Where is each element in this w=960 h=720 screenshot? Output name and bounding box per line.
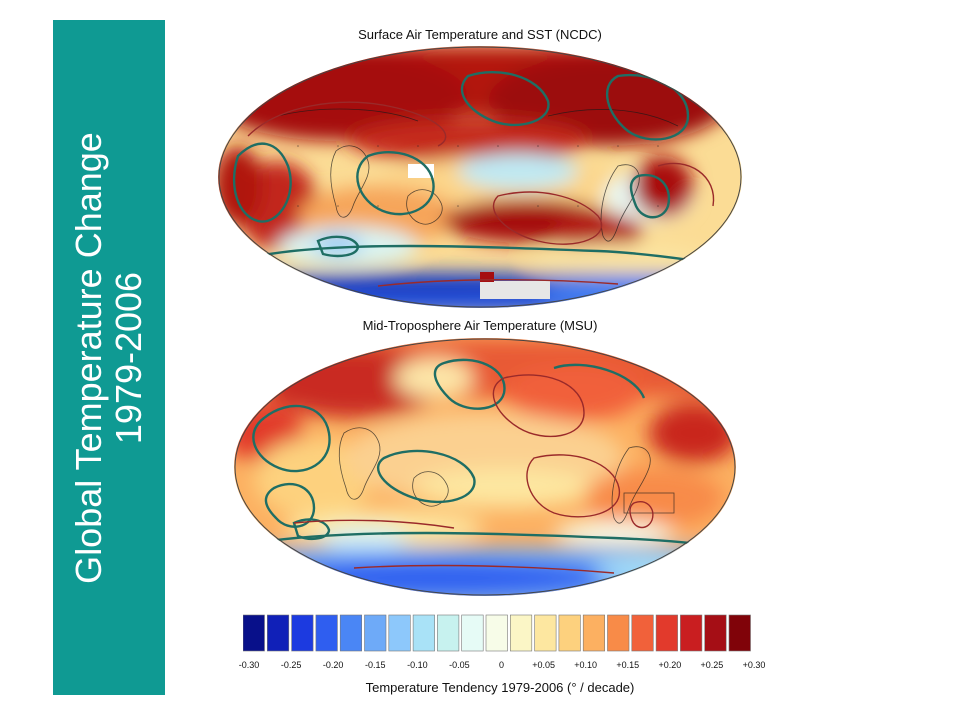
colorbar-tick-label: +0.30 — [742, 660, 766, 670]
colorbar-swatch — [485, 614, 508, 652]
colorbar-tick-label: -0.10 — [407, 660, 428, 670]
colorbar-swatch — [655, 614, 678, 652]
map2-title: Mid-Troposphere Air Temperature (MSU) — [362, 318, 598, 333]
temperature-colorbar — [243, 614, 751, 652]
colorbar-swatch — [412, 614, 435, 652]
surface-temperature-map — [218, 46, 742, 308]
map1-title: Surface Air Temperature and SST (NCDC) — [358, 27, 602, 42]
colorbar-swatch — [704, 614, 727, 652]
colorbar-swatch — [291, 614, 314, 652]
colorbar-tick-label: 0 — [498, 660, 505, 670]
colorbar-swatch — [364, 614, 387, 652]
colorbar-tick-label: -0.05 — [449, 660, 470, 670]
colorbar-label: Temperature Tendency 1979-2006 (° / deca… — [365, 680, 635, 695]
colorbar-tick-label: +0.25 — [700, 660, 724, 670]
sidebar-title-line1: Global Temperature Change — [68, 131, 109, 584]
mid-troposphere-temperature-map — [234, 338, 736, 596]
colorbar-tick-label: +0.20 — [658, 660, 682, 670]
colorbar-tick-label: -0.20 — [322, 660, 344, 670]
colorbar-swatch — [243, 614, 265, 652]
colorbar-swatch — [582, 614, 606, 652]
colorbar-swatch — [728, 614, 751, 652]
colorbar-tick-label: -0.30 — [238, 660, 260, 670]
colorbar-swatch — [461, 614, 484, 652]
colorbar-tick-label: -0.15 — [364, 660, 386, 670]
colorbar-swatch — [509, 614, 533, 652]
colorbar-swatch — [388, 614, 411, 652]
sidebar-title-line2: 1979-2006 — [108, 271, 149, 444]
colorbar-tick-label: +0.05 — [532, 660, 555, 670]
colorbar-tick-label: +0.15 — [616, 660, 640, 670]
colorbar-swatch — [339, 614, 362, 652]
colorbar-swatch — [680, 614, 703, 652]
colorbar-swatch — [534, 614, 557, 652]
colorbar-swatch — [631, 614, 654, 652]
colorbar-tick-label: +0.10 — [574, 660, 598, 670]
sidebar-title: Global Temperature Change 1979-2006 — [68, 131, 149, 584]
colorbar-swatch — [266, 614, 290, 652]
colorbar-swatch — [607, 614, 630, 652]
sidebar-panel: Global Temperature Change 1979-2006 — [53, 20, 165, 695]
colorbar-swatch — [558, 614, 581, 652]
colorbar-swatch — [315, 614, 338, 652]
colorbar-tick-label: -0.25 — [280, 660, 302, 670]
colorbar-swatch — [437, 614, 460, 652]
